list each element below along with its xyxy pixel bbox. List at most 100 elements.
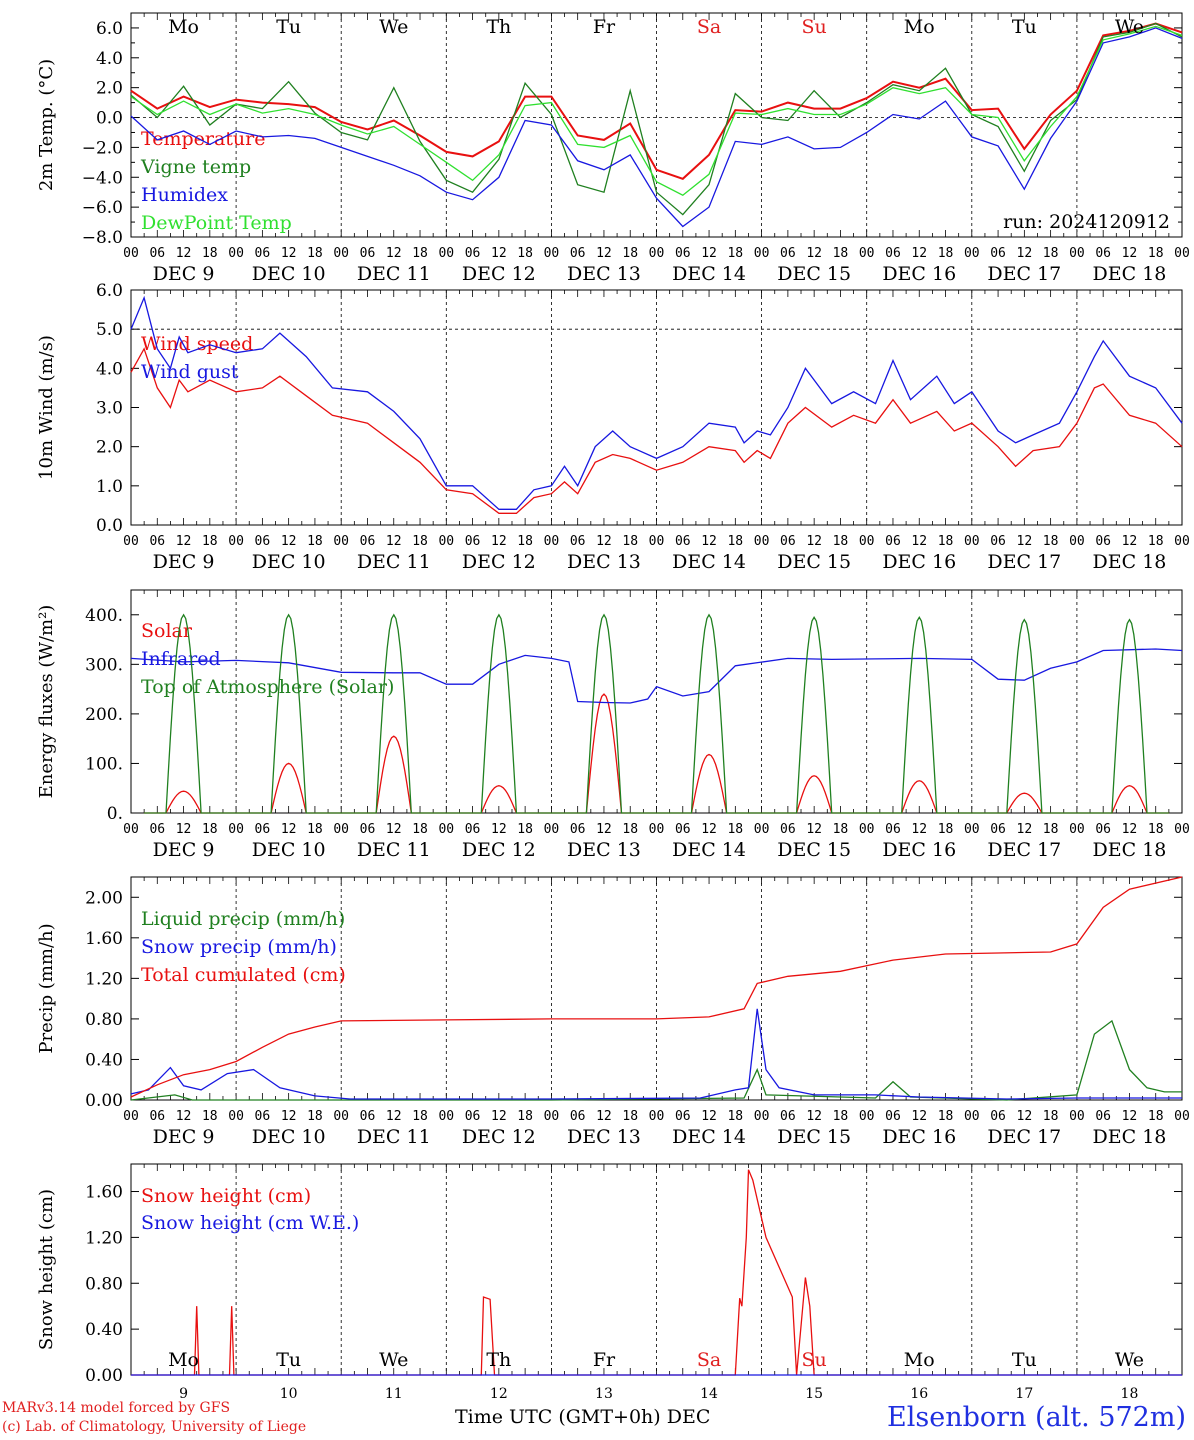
- date-label: DEC 17: [987, 1126, 1061, 1148]
- hour-tick-label: 06: [1095, 1109, 1111, 1124]
- hour-tick-label: 12: [911, 534, 927, 549]
- hour-tick-label: 06: [255, 822, 271, 837]
- hour-tick-label: 12: [806, 246, 822, 261]
- legend-entry: Temperature: [141, 128, 265, 150]
- hour-tick-label: 18: [727, 534, 743, 549]
- hour-tick-label: 00: [1174, 822, 1190, 837]
- date-label: DEC 10: [252, 263, 326, 285]
- hour-tick-label: 06: [465, 246, 481, 261]
- legend-entry: Wind gust: [141, 361, 239, 383]
- hour-tick-label: 18: [1043, 1109, 1059, 1124]
- hour-tick-label: 00: [228, 1109, 244, 1124]
- y-tick-label: 1.0: [96, 477, 123, 497]
- date-label: DEC 16: [882, 1126, 956, 1148]
- hour-tick-label: 12: [701, 246, 717, 261]
- hour-tick-label: 12: [491, 534, 507, 549]
- date-label: DEC 9: [153, 263, 215, 285]
- y-tick-label: 2.00: [85, 888, 123, 908]
- hour-tick-label: 18: [517, 1109, 533, 1124]
- hour-tick-label: 06: [885, 1109, 901, 1124]
- hour-tick-label: 06: [675, 534, 691, 549]
- hour-tick-label: 06: [885, 822, 901, 837]
- hour-tick-label: 18: [307, 246, 323, 261]
- hour-tick-label: 06: [780, 1109, 796, 1124]
- date-label: DEC 17: [987, 263, 1061, 285]
- y-tick-label: 0.0: [96, 109, 123, 129]
- hour-tick-label: 12: [386, 1109, 402, 1124]
- y-tick-label: 0.0: [96, 516, 123, 536]
- weekday-label: Th: [486, 16, 511, 38]
- hour-tick-label: 00: [333, 822, 349, 837]
- date-label: DEC 14: [672, 839, 746, 861]
- hour-tick-label: 00: [859, 822, 875, 837]
- run-annotation: run: 2024120912: [1003, 211, 1170, 233]
- legend-entry: Snow height (cm): [141, 1185, 311, 1207]
- date-label: DEC 9: [153, 1126, 215, 1148]
- hour-tick-label: 18: [833, 1109, 849, 1124]
- day-number-label: 14: [700, 1386, 718, 1402]
- hour-tick-label: 12: [596, 1109, 612, 1124]
- hour-tick-label: 18: [727, 246, 743, 261]
- hour-tick-label: 00: [1069, 1109, 1085, 1124]
- weekday-label: Tu: [1012, 1349, 1037, 1371]
- date-label: DEC 15: [777, 263, 851, 285]
- hour-tick-label: 12: [911, 246, 927, 261]
- hour-tick-label: 06: [255, 1109, 271, 1124]
- weekday-label: Tu: [1012, 16, 1037, 38]
- weekday-label: Fr: [593, 1349, 616, 1371]
- hour-tick-label: 00: [228, 534, 244, 549]
- y-tick-label: 2.0: [96, 79, 123, 99]
- hour-tick-label: 00: [333, 1109, 349, 1124]
- hour-tick-label: 06: [570, 246, 586, 261]
- hour-tick-label: 12: [491, 822, 507, 837]
- hour-tick-label: 06: [570, 534, 586, 549]
- hour-tick-label: 00: [123, 246, 139, 261]
- hour-tick-label: 06: [990, 534, 1006, 549]
- date-label: DEC 12: [462, 1126, 536, 1148]
- date-label: DEC 14: [672, 551, 746, 573]
- y-tick-label: 1.20: [85, 969, 123, 989]
- hour-tick-label: 12: [911, 1109, 927, 1124]
- date-label: DEC 15: [777, 1126, 851, 1148]
- y-tick-label: 300.: [85, 655, 123, 675]
- y-tick-label: 0.80: [85, 1010, 123, 1030]
- hour-tick-label: 18: [1148, 822, 1164, 837]
- date-label: DEC 17: [987, 839, 1061, 861]
- date-label: DEC 14: [672, 1126, 746, 1148]
- weekday-label: Tu: [276, 16, 301, 38]
- hour-tick-label: 06: [570, 1109, 586, 1124]
- hour-tick-label: 12: [281, 246, 297, 261]
- hour-tick-label: 00: [228, 822, 244, 837]
- legend-entry: Snow precip (mm/h): [141, 936, 337, 958]
- series-line-top-of-atmosphere-solar-: [144, 613, 1169, 814]
- hour-tick-label: 06: [149, 822, 165, 837]
- date-label: DEC 13: [567, 1126, 641, 1148]
- date-label: DEC 18: [1093, 1126, 1167, 1148]
- hour-tick-label: 12: [281, 822, 297, 837]
- lab-credit: (c) Lab. of Climatology, University of L…: [2, 1419, 307, 1435]
- hour-tick-label: 06: [360, 1109, 376, 1124]
- hour-tick-label: 00: [544, 1109, 560, 1124]
- y-tick-label: 6.0: [96, 19, 123, 39]
- hour-tick-label: 06: [885, 534, 901, 549]
- date-label: DEC 13: [567, 551, 641, 573]
- weekday-label: Mo: [168, 16, 199, 38]
- hour-tick-label: 18: [938, 534, 954, 549]
- date-label: DEC 16: [882, 263, 956, 285]
- hour-tick-label: 06: [149, 246, 165, 261]
- weekday-label: Fr: [593, 16, 616, 38]
- hour-tick-label: 00: [964, 246, 980, 261]
- hour-tick-label: 18: [412, 534, 428, 549]
- date-label: DEC 15: [777, 551, 851, 573]
- series-line-dewpoint-temp: [130, 25, 1183, 196]
- model-credit: MARv3.14 model forced by GFS: [2, 1400, 231, 1416]
- hour-tick-label: 06: [1095, 822, 1111, 837]
- hour-tick-label: 18: [1043, 534, 1059, 549]
- hour-tick-label: 18: [1148, 534, 1164, 549]
- day-number-label: 17: [1015, 1386, 1033, 1402]
- hour-tick-label: 12: [596, 822, 612, 837]
- weekday-label: Mo: [904, 16, 935, 38]
- hour-tick-label: 06: [360, 534, 376, 549]
- hour-tick-label: 12: [1122, 534, 1138, 549]
